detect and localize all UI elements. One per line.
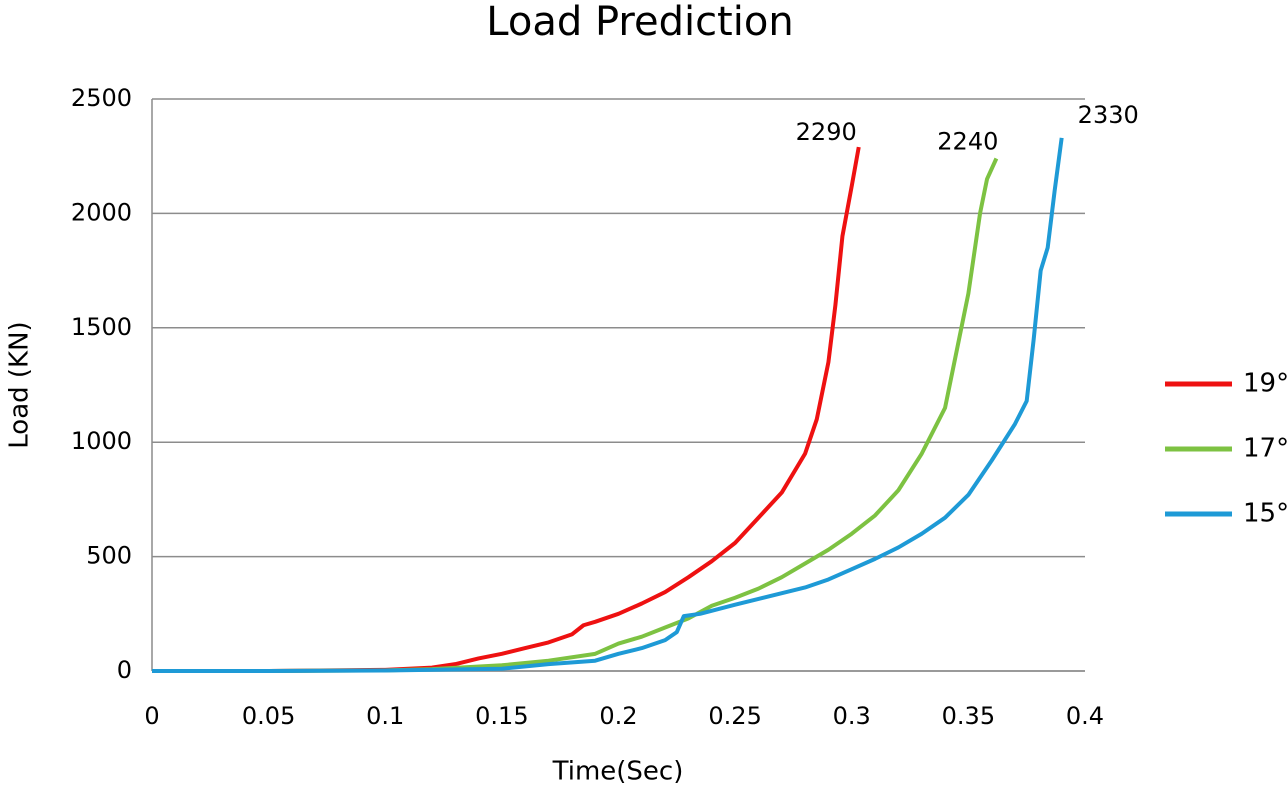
data-line [152, 146, 861, 673]
y-tick-label: 500 [86, 542, 132, 570]
data-line [152, 137, 1064, 673]
x-tick-label: 0.05 [242, 702, 295, 730]
y-tick-label: 1000 [71, 427, 132, 455]
chart-title: Load Prediction [486, 0, 793, 45]
x-tick-label: 0.4 [1066, 702, 1104, 730]
x-tick-label: 0.1 [366, 702, 404, 730]
x-axis-title: Time(Sec) [552, 757, 684, 787]
x-tick-label: 0.3 [833, 702, 871, 730]
y-tick-label: 2500 [71, 84, 132, 112]
end-value-label: 2290 [796, 118, 857, 146]
data-line [152, 157, 999, 673]
x-tick-label: 0.2 [599, 702, 637, 730]
x-tick-label: 0.35 [942, 702, 995, 730]
legend-label: 19° [1243, 369, 1288, 399]
x-tick-label: 0.15 [475, 702, 528, 730]
y-tick-label: 1500 [71, 313, 132, 341]
legend-label: 17° [1243, 434, 1288, 464]
y-tick-label: 2000 [71, 198, 132, 226]
y-tick-label: 0 [117, 656, 132, 684]
y-axis-title: Load (KN) [5, 321, 35, 448]
end-value-label: 2240 [937, 127, 998, 155]
end-value-label: 2330 [1078, 101, 1139, 129]
x-tick-label: 0.25 [708, 702, 761, 730]
x-tick-label: 0 [144, 702, 159, 730]
legend-label: 15° [1243, 499, 1288, 529]
